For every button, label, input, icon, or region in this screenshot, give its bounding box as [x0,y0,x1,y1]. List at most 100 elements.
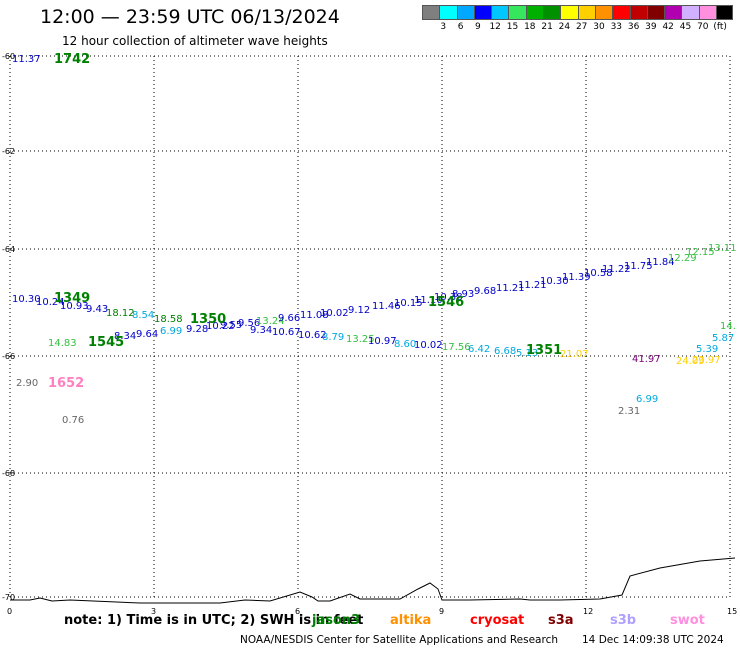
wave-height-value: 14. [720,321,736,332]
wave-height-value: 6.42 [468,344,490,355]
wave-height-value: 12.15 [686,247,715,258]
wave-height-value: 41.97 [632,354,661,365]
wave-height-value: 13.25 [346,334,375,345]
legend-label: 45 [679,22,692,32]
legend-swatch [456,5,474,20]
wave-height-value: 10.67 [272,327,301,338]
wave-height-value: 10.15 [394,298,423,309]
pass-time-labels: 1742 1349 1545 1350 1546 1351 1652 [48,52,562,391]
map-title: 12:00 — 23:59 UTC 06/13/2024 [40,6,340,28]
x-tick-label: 3 [151,607,156,616]
legend-label: 18 [524,22,536,32]
wave-height-color-legend [422,5,734,20]
legend-swatch [508,5,526,20]
legend-label: 36 [627,22,640,32]
legend-swatch [473,5,492,20]
pass-time-label: 1351 [526,343,562,358]
mission-jason3: jason3 [312,613,361,628]
pass-time-label: 1545 [88,335,124,350]
legend-swatch [543,5,561,20]
wave-height-value: 17.56 [442,342,471,353]
generation-timestamp: 14 Dec 14:09:38 UTC 2024 [582,634,724,646]
wave-height-value: 9.28 [186,324,208,335]
legend-label: 6 [457,22,464,32]
wave-height-value: 11.84 [646,257,675,268]
wave-height-value: 10.38 [434,292,463,303]
wave-height-value: 10.22 [206,321,235,332]
legend-label: 42 [662,22,674,32]
legend-swatch [612,5,630,20]
legend-label: 33 [610,22,623,32]
wave-height-value: 9.64 [136,329,158,340]
legend-label: 24 [558,22,571,32]
mission-s3b: s3b [610,613,637,628]
wave-height-value: 8.93 [452,289,474,300]
wave-height-value: 8.60 [394,339,416,350]
wave-height-value: 11.22 [602,264,631,275]
legend-swatch [560,5,578,20]
pass-time-label: 1652 [48,376,84,391]
wave-height-value: 9.12 [348,305,370,316]
wave-height-value: 8.79 [322,332,344,343]
map-subtitle: 12 hour collection of altimeter wave hei… [62,34,328,48]
mission-swot: swot [670,613,705,628]
x-tick-label: 9 [439,607,444,616]
wave-height-value: 6.68 [494,346,516,357]
x-tick-label: 12 [583,607,593,616]
wave-height-value: 9.66 [278,313,300,324]
legend-label: 70 [697,22,709,32]
legend-swatch [594,5,613,20]
wave-height-value: 10.02 [320,308,349,319]
legend-swatch [439,5,457,20]
wave-height-value: 10.58 [584,268,613,279]
wave-height-value: 9.56 [238,318,260,329]
wave-height-value: 11.21 [518,280,547,291]
map-grid: 0 3 6 9 12 15 -60 -62 -64 -66 -68 -70 [2,52,737,616]
legend-swatch [681,5,699,20]
y-tick-label: -68 [2,469,15,478]
wave-height-value: 18.58 [154,314,183,325]
mission-altika: altika [390,613,432,628]
wave-height-value: 18.12 [106,308,135,319]
wave-height-value: 5.39 [696,344,718,355]
wave-height-value: 21.07 [560,349,589,360]
pass-time-label: 1546 [428,295,464,310]
wave-height-value: 9.43 [86,304,108,315]
wave-height-value: 12.29 [668,253,697,264]
wave-height-value: 2.90 [16,378,38,389]
wave-height-value: 9.68 [474,286,496,297]
wave-height-value: 8.54 [132,310,154,321]
antarctic-coastline [10,557,736,604]
wave-height-value: 10.93 [60,301,89,312]
legend-swatch [577,5,595,20]
legend-swatch [716,5,734,20]
legend-label: 39 [645,22,657,32]
wave-height-value: 13.24 [256,316,285,327]
legend-label: 3 [440,22,447,32]
wave-height-value: 11.46 [372,301,401,312]
wave-height-value: 9.55 [220,320,242,331]
wave-height-value: 11.39 [562,272,591,283]
y-tick-label: -60 [2,52,15,61]
y-tick-label: -64 [2,245,15,254]
wave-height-value: 11.21 [496,283,525,294]
legend-swatch [646,5,665,20]
y-tick-label: -66 [2,352,15,361]
legend-label: 30 [593,22,605,32]
wave-height-value: 11.75 [624,261,653,272]
wave-height-value: 10.02 [414,340,443,351]
mission-s3a: s3a [548,613,574,628]
wave-height-value: 13.11 [708,243,737,254]
legend-swatch [664,5,682,20]
x-tick-label: 15 [727,607,737,616]
wave-height-value: 11.10 [414,295,443,306]
wave-height-value: 8.34 [114,331,136,342]
wave-height-value: 2.31 [618,406,640,417]
legend-swatch [422,5,440,20]
wave-height-value: 10.62 [298,330,327,341]
wave-height-value: 24.09 [676,356,705,367]
wave-height-value: 10.24 [36,297,65,308]
wave-height-value: 6.99 [636,394,658,405]
